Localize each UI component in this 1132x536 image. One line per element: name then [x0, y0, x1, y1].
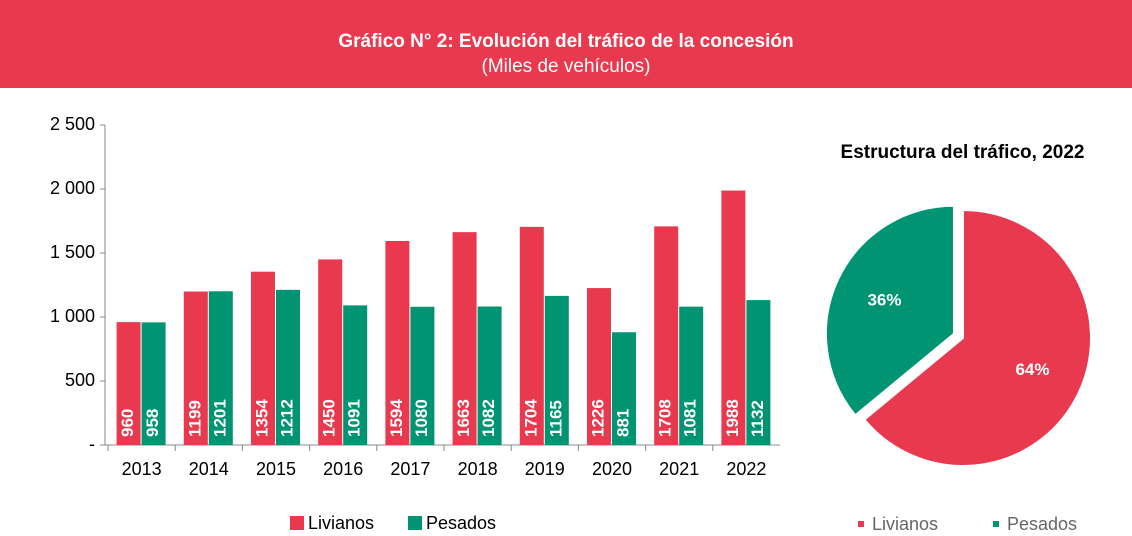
x-tick-label: 2015: [256, 459, 296, 479]
pie-slice: [825, 204, 955, 417]
bar: [587, 288, 611, 445]
legend-label: Livianos: [308, 513, 374, 533]
bar: [208, 291, 233, 445]
bar: [746, 300, 771, 445]
x-tick-label: 2017: [390, 459, 430, 479]
x-tick-label: 2019: [525, 459, 565, 479]
bar: [116, 322, 141, 445]
data-label: 958: [143, 409, 162, 437]
data-label: 1080: [412, 399, 431, 437]
data-label: 1988: [723, 399, 742, 437]
bar: [519, 226, 544, 445]
x-tick-label: 2022: [726, 459, 766, 479]
data-label: 960: [118, 409, 137, 437]
data-label: 1082: [479, 399, 498, 437]
header-band: [0, 0, 1132, 88]
pie-title: Estructura del tráfico, 2022: [840, 142, 1085, 163]
data-label: 1201: [210, 399, 229, 437]
x-tick-label: 2014: [189, 459, 229, 479]
legend-swatch: [290, 516, 304, 530]
bar: [721, 190, 746, 445]
legend-swatch: [408, 516, 422, 530]
y-tick-label: 1 000: [50, 306, 95, 326]
data-label: 1132: [748, 400, 767, 437]
title: Gráfico N° 2: Evolución del tráfico de l…: [338, 31, 793, 52]
data-label: 1704: [521, 399, 540, 437]
bar: [477, 306, 502, 445]
x-tick-label: 2018: [458, 459, 498, 479]
y-tick-label: 1 500: [50, 242, 95, 262]
bar: [276, 289, 300, 445]
bar: [343, 305, 368, 445]
bar: [251, 271, 275, 445]
bar: [410, 306, 435, 445]
bar: [679, 306, 704, 445]
subtitle: (Miles de vehículos): [482, 56, 651, 77]
y-tick-label: -: [89, 434, 95, 454]
y-tick-label: 2 500: [50, 114, 95, 134]
data-label: 1199: [185, 400, 204, 437]
y-tick-label: 2 000: [50, 178, 95, 198]
data-label: 1081: [681, 399, 700, 437]
x-tick-label: 2016: [323, 459, 363, 479]
legend-label: Pesados: [1007, 514, 1077, 534]
x-tick-label: 2020: [592, 459, 632, 479]
data-label: 1663: [454, 399, 473, 437]
data-label: 1091: [345, 399, 364, 437]
data-label: 881: [613, 409, 632, 437]
y-tick-label: 500: [65, 370, 95, 390]
bar: [544, 295, 569, 445]
bar: [318, 259, 343, 445]
x-tick-label: 2013: [122, 459, 162, 479]
legend-swatch: [993, 521, 999, 527]
data-label: 1594: [387, 399, 406, 437]
bar: [183, 291, 208, 445]
pie-label: 36%: [867, 291, 901, 310]
data-label: 1354: [252, 399, 271, 437]
bar: [385, 240, 410, 445]
data-label: 1450: [320, 399, 339, 437]
x-tick-label: 2021: [659, 459, 699, 479]
legend-label: Livianos: [872, 514, 938, 534]
data-label: 1165: [546, 400, 565, 437]
bar: [612, 332, 636, 445]
bar: [452, 232, 477, 445]
pie-label: 64%: [1015, 360, 1049, 379]
data-label: 1226: [588, 399, 607, 437]
data-label: 1708: [656, 399, 675, 437]
legend-label: Pesados: [426, 513, 496, 533]
bar: [654, 226, 679, 445]
pie-slice: [862, 208, 1092, 467]
data-label: 1212: [277, 399, 296, 437]
bar: [141, 322, 166, 445]
legend-swatch: [858, 521, 864, 527]
